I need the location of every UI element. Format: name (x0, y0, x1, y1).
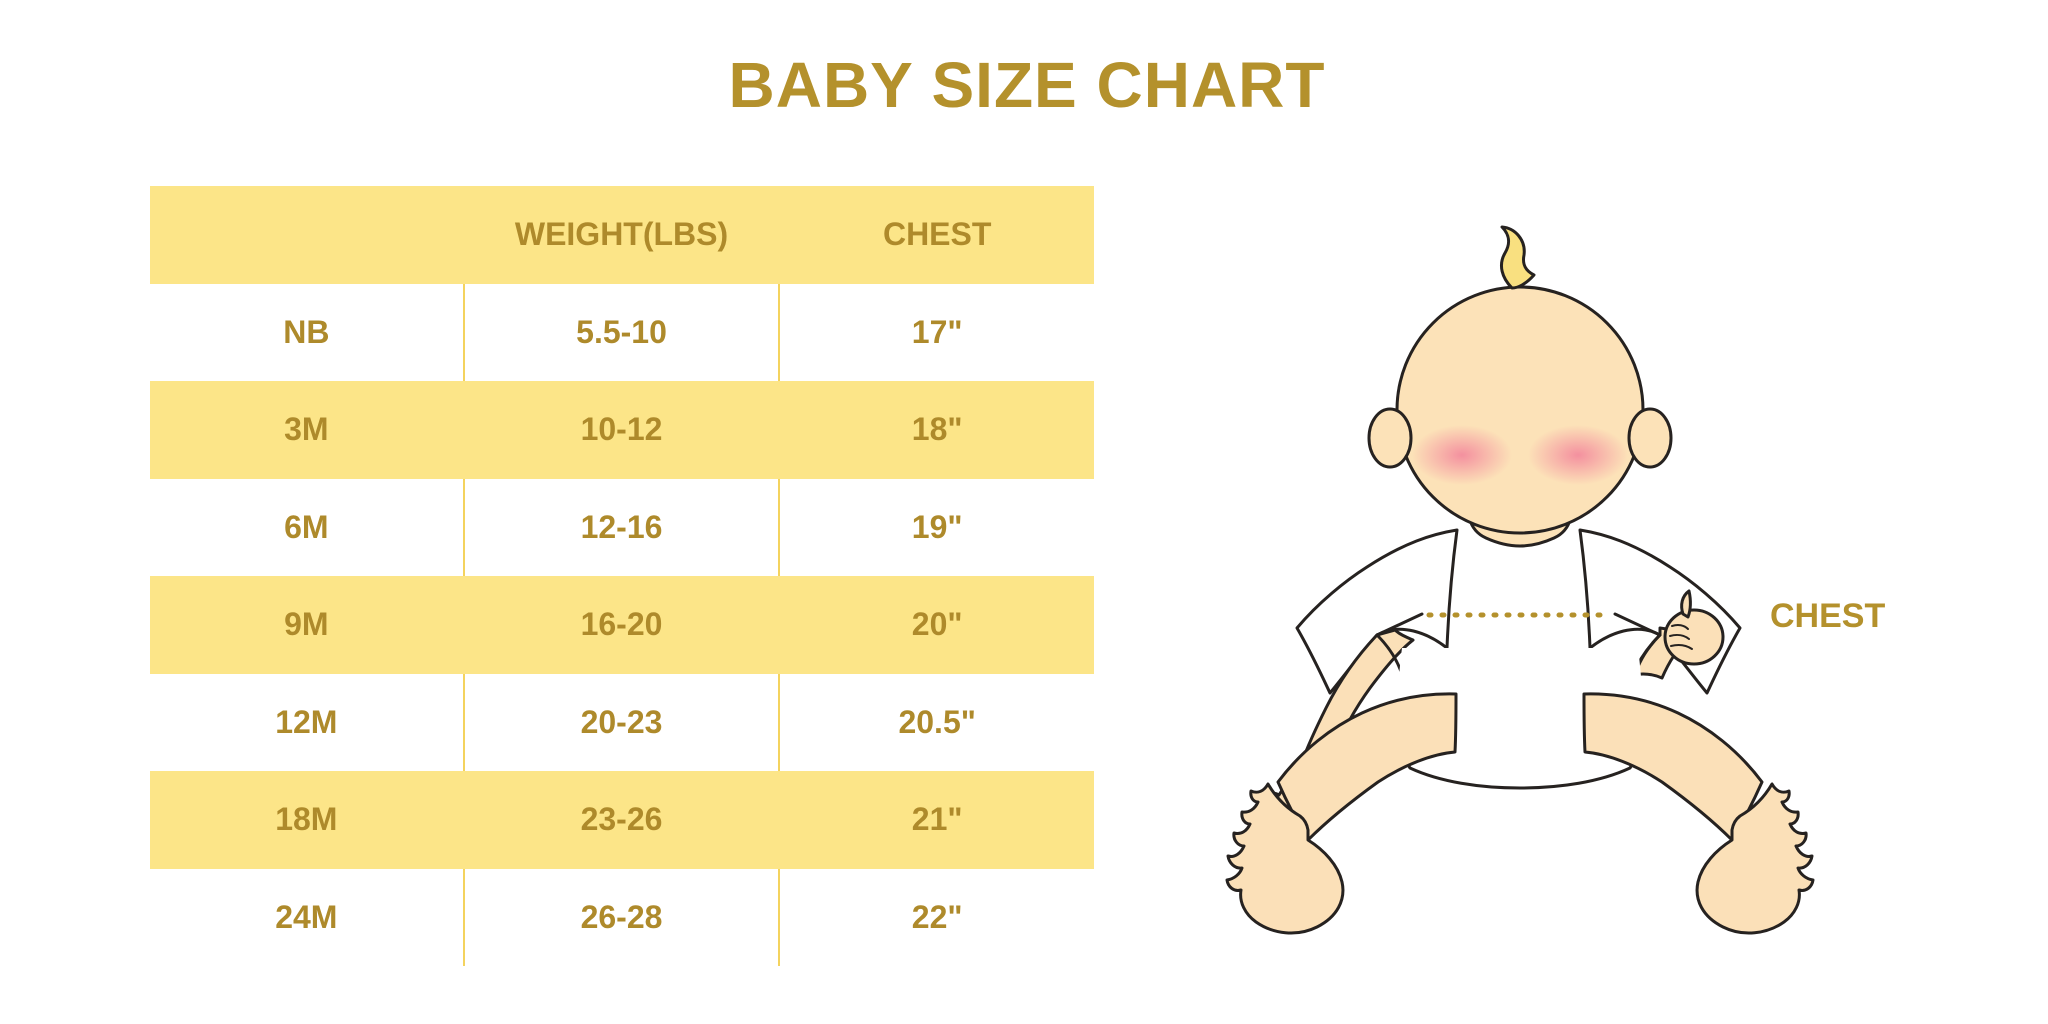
svg-text:CHEST: CHEST (1770, 597, 1885, 635)
